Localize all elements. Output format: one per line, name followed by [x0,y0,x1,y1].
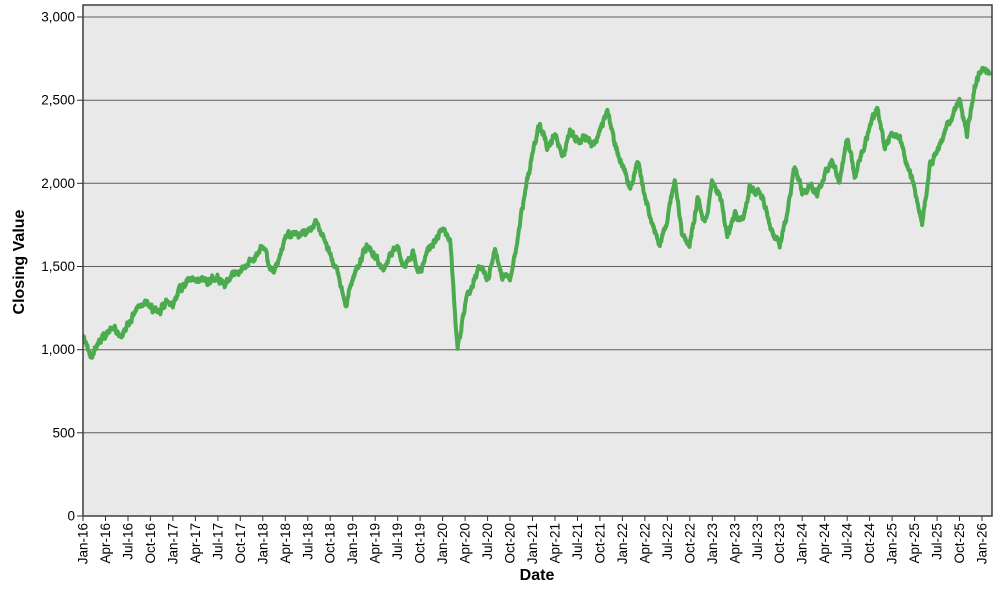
x-tick-label: Jan-16 [75,523,90,564]
x-tick-label: Jul-17 [210,523,225,560]
x-tick-label: Jul-20 [480,523,495,560]
x-tick-label: Apr-25 [907,523,922,564]
x-tick-label: Oct-25 [952,523,967,564]
x-tick-label: Oct-22 [682,523,697,564]
x-tick-label: Jul-21 [570,523,585,560]
y-tick-label: 2,500 [41,93,75,108]
x-tick-label: Apr-19 [368,523,383,564]
x-tick-label: Jan-24 [795,523,810,565]
x-tick-label: Apr-21 [547,523,562,564]
y-tick-label: 500 [52,425,75,440]
x-tick-label: Jul-18 [300,523,315,560]
x-tick-label: Apr-16 [98,523,113,564]
x-tick-label: Oct-20 [502,523,517,564]
x-tick-label: Oct-21 [592,523,607,564]
x-tick-label: Oct-24 [862,523,877,564]
x-axis-title: Date [519,567,555,584]
x-tick-label: Jul-24 [840,523,855,560]
x-tick-label: Apr-22 [637,523,652,564]
x-tick-label: Oct-17 [233,523,248,564]
x-tick-label: Jan-26 [974,523,989,564]
y-tick-labels: 0 500 1,000 1,500 2,000 2,500 3,000 [41,10,75,524]
x-tick-label: Jan-17 [165,523,180,564]
x-axis-ticks [82,516,983,521]
x-tick-label: Jan-19 [345,523,360,564]
y-tick-label: 2,000 [41,176,75,191]
plot-background [83,5,992,516]
x-tick-label: Jul-25 [930,523,945,560]
x-tick-label: Apr-17 [188,523,203,564]
x-tick-labels: Jan-16 Apr-16 Jul-16 Oct-16 Jan-17 Apr-17 Jul-… [75,523,989,565]
x-tick-label: Jan-25 [885,523,900,564]
x-tick-label: Apr-23 [727,523,742,564]
x-tick-label: Apr-24 [817,523,832,564]
x-tick-label: Jul-22 [660,523,675,560]
x-tick-label: Oct-18 [323,523,338,564]
y-tick-label: 1,000 [41,342,75,357]
y-tick-label: 0 [67,509,75,524]
price-line [83,65,992,360]
y-tick-label: 3,000 [41,10,75,25]
x-tick-label: Apr-20 [458,523,473,564]
y-axis-ticks [77,16,83,517]
x-tick-label: Oct-16 [143,523,158,564]
x-tick-label: Oct-23 [772,523,787,564]
x-tick-label: Jan-20 [435,523,450,564]
x-tick-label: Oct-19 [413,523,428,564]
x-tick-label: Jan-23 [705,523,720,564]
x-tick-label: Apr-18 [278,523,293,564]
x-tick-label: Jul-16 [120,523,135,560]
y-tick-label: 1,500 [41,259,75,274]
plot-border [82,4,993,517]
gridlines [83,16,992,517]
x-tick-label: Jul-23 [750,523,765,560]
x-tick-label: Jan-21 [525,523,540,564]
y-axis-title: Closing Value [11,209,28,315]
x-tick-label: Jul-19 [390,523,405,560]
x-tick-label: Jan-22 [615,523,630,564]
x-tick-label: Jan-18 [255,523,270,564]
